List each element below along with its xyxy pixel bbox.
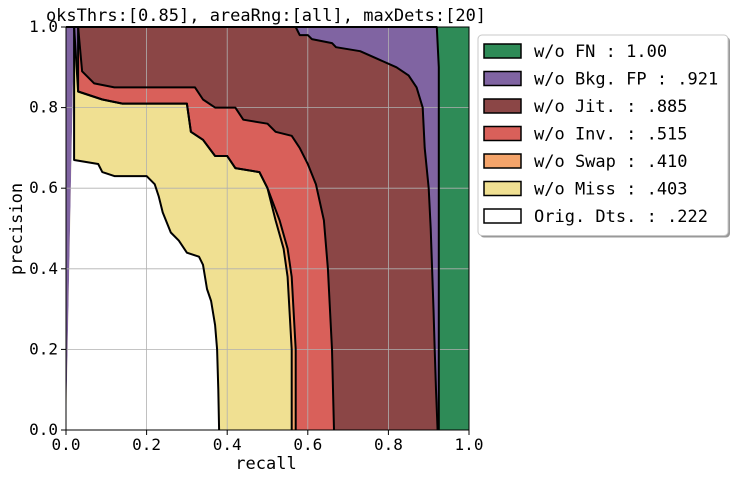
legend-label: Orig. Dts. : .222 (534, 207, 708, 227)
x-axis-label: recall (235, 454, 296, 474)
area-orig-dts (66, 27, 220, 430)
chart-title: oksThrs:[0.85], areaRng:[all], maxDets:[… (46, 6, 486, 26)
boundary-w-o-miss (73, 26, 293, 430)
x-tick-label: 0.4 (213, 435, 242, 454)
plot-frame (65, 26, 470, 431)
legend-entry-w-o-jit: w/o Jit. : .885 (483, 97, 688, 117)
legend-entry-w-o-inv: w/o Inv. : .515 (483, 125, 688, 145)
x-tick-label: 0.0 (52, 435, 81, 454)
boundary-line-layer (66, 26, 440, 431)
legend-swatch (483, 153, 522, 169)
boundary-orig-dts (73, 27, 221, 431)
legend-label: w/o FN : 1.00 (534, 42, 667, 62)
legend-swatch (483, 70, 522, 87)
legend-swatch (483, 43, 522, 59)
legend-label: w/o Bkg. FP : .921 (534, 70, 718, 90)
legend-label: w/o Swap : .410 (534, 152, 688, 172)
area-layer (66, 27, 469, 430)
legend-entry-orig-dts: Orig. Dts. : .222 (483, 207, 708, 227)
tick-layer: 0.0 0.2 0.4 0.6 0.8 1.0 0.0 0.2 0.4 0.6 0.8 1.0 (29, 17, 483, 454)
legend-entry-w-o-swap: w/o Swap : .410 (483, 152, 688, 172)
y-tick-label: 0.2 (29, 339, 58, 358)
boundary-w-o-jit (78, 26, 439, 431)
x-tick-label: 0.6 (293, 435, 322, 454)
y-axis-label: precision (7, 183, 27, 275)
y-tick-label: 0.8 (29, 98, 58, 117)
legend-box (477, 34, 729, 236)
legend-swatch (483, 208, 522, 224)
legend-label: w/o Inv. : .515 (534, 125, 688, 145)
legend-swatch (483, 98, 522, 114)
x-tick-label: 0.2 (132, 435, 161, 454)
y-tick-label: 1.0 (29, 17, 58, 36)
legend-entry-w-o-bkg-fp: w/o Bkg. FP : .921 (483, 70, 718, 90)
legend-label: w/o Miss : .403 (534, 180, 688, 200)
legend-label: w/o Jit. : .885 (534, 97, 688, 117)
y-tick-label: 0.6 (29, 178, 58, 197)
y-tick-label: 0.0 (29, 420, 58, 439)
boundary-w-o-inv (77, 26, 335, 431)
legend: w/o FN : 1.00 w/o Bkg. FP : .921 w/o Jit. … (477, 34, 730, 238)
legend-swatch (483, 180, 522, 197)
x-tick-label: 0.8 (374, 435, 403, 454)
legend-entry-w-o-fn: w/o FN : 1.00 (483, 42, 667, 62)
legend-swatch (483, 125, 522, 142)
legend-entry-w-o-miss: w/o Miss : .403 (483, 180, 688, 200)
x-tick-label: 1.0 (455, 435, 484, 454)
y-tick-label: 0.4 (29, 259, 58, 278)
